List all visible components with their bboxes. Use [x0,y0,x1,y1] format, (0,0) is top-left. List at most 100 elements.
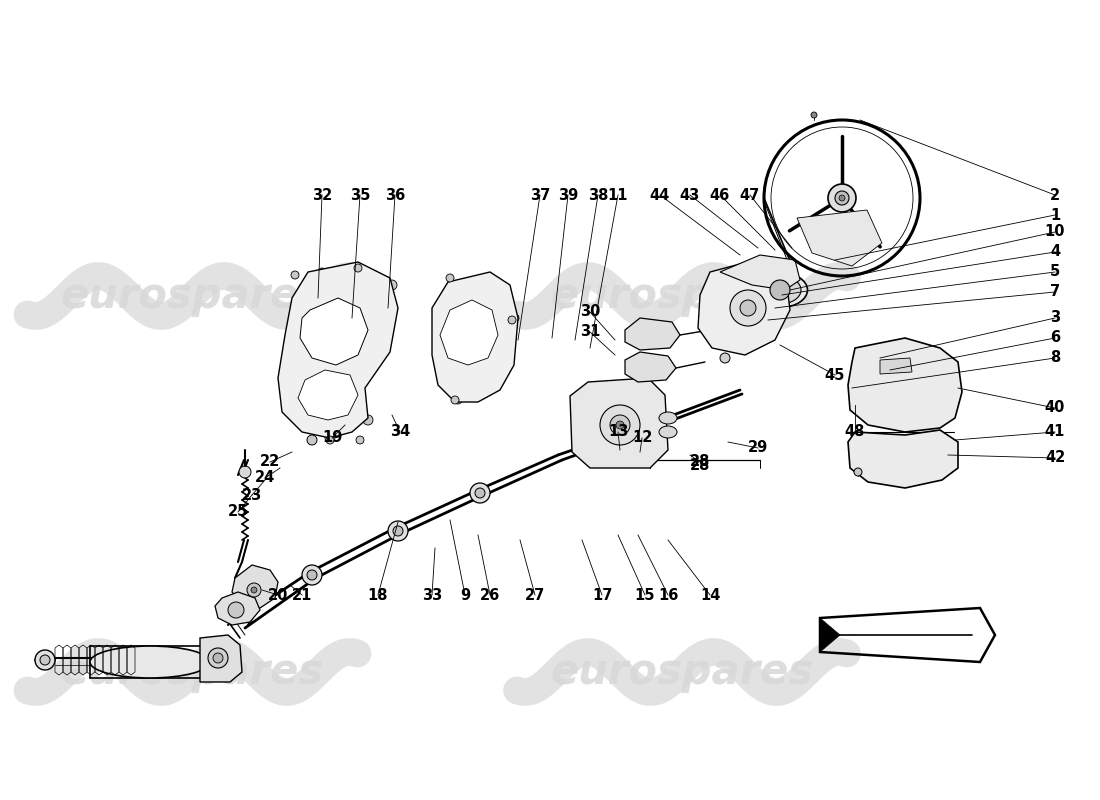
Circle shape [251,587,257,593]
Circle shape [835,191,849,205]
Polygon shape [278,262,398,438]
Circle shape [341,424,349,432]
Polygon shape [880,358,912,374]
Text: 37: 37 [530,187,550,202]
Text: eurospares: eurospares [550,651,814,693]
Circle shape [486,274,494,282]
Text: 34: 34 [389,425,410,439]
Text: 23: 23 [242,487,262,502]
Circle shape [454,396,462,404]
Text: 28: 28 [690,458,711,473]
Text: 31: 31 [580,325,601,339]
Circle shape [610,415,630,435]
Circle shape [208,648,228,668]
Polygon shape [820,618,840,652]
Text: 16: 16 [658,587,679,602]
Text: 24: 24 [255,470,275,486]
Text: 39: 39 [558,187,579,202]
Polygon shape [625,318,680,350]
Circle shape [508,316,516,324]
Circle shape [324,433,336,443]
Text: 41: 41 [1045,425,1065,439]
Text: 32: 32 [312,187,332,202]
Text: 7: 7 [1049,285,1060,299]
Circle shape [730,290,766,326]
Text: 47: 47 [740,187,760,202]
Circle shape [35,650,55,670]
Circle shape [248,583,261,597]
Polygon shape [432,272,518,402]
Ellipse shape [659,412,676,424]
Polygon shape [200,635,242,682]
Text: 8: 8 [1049,350,1060,366]
Text: 3: 3 [1049,310,1060,326]
Circle shape [393,526,403,536]
Text: 48: 48 [845,425,866,439]
Text: 29: 29 [748,441,768,455]
Ellipse shape [90,646,210,678]
Polygon shape [300,298,368,365]
Text: 36: 36 [385,187,405,202]
Text: 13: 13 [608,425,628,439]
Ellipse shape [759,276,801,304]
Circle shape [724,320,736,332]
Circle shape [811,112,817,118]
Text: 4: 4 [1049,245,1060,259]
Polygon shape [440,300,498,365]
Text: 2: 2 [1049,187,1060,202]
Polygon shape [798,210,882,266]
Polygon shape [298,370,358,420]
Text: 11: 11 [607,187,628,202]
Text: 43: 43 [680,187,700,202]
Circle shape [346,419,353,425]
Polygon shape [570,378,668,468]
Text: 22: 22 [260,454,280,470]
Text: 9: 9 [460,587,470,602]
Circle shape [326,436,334,444]
Text: 12: 12 [631,430,652,446]
Text: 20: 20 [267,587,288,602]
Circle shape [839,195,845,201]
Circle shape [740,300,756,316]
Circle shape [292,271,299,279]
Text: 6: 6 [1049,330,1060,346]
Text: 21: 21 [292,587,312,602]
Circle shape [828,184,856,212]
Circle shape [470,483,490,503]
Text: 10: 10 [1045,225,1065,239]
Circle shape [318,268,326,276]
Text: 27: 27 [525,587,546,602]
Circle shape [616,421,624,429]
Text: 44: 44 [650,187,670,202]
Circle shape [353,263,363,273]
Circle shape [600,405,640,445]
Circle shape [239,466,251,478]
Circle shape [720,353,730,363]
Text: eurospares: eurospares [60,651,324,693]
Circle shape [228,602,244,618]
Text: 15: 15 [635,587,656,602]
Text: 38: 38 [587,187,608,202]
Text: 26: 26 [480,587,501,602]
Circle shape [356,436,364,444]
Text: 25: 25 [228,505,249,519]
Text: eurospares: eurospares [60,275,324,317]
Polygon shape [698,260,790,355]
Text: eurospares: eurospares [550,275,814,317]
Text: 19: 19 [322,430,342,446]
Circle shape [307,570,317,580]
Circle shape [387,280,397,290]
Circle shape [854,468,862,476]
Circle shape [307,435,317,445]
Circle shape [40,655,49,665]
Text: 42: 42 [1045,450,1065,466]
Text: 14: 14 [700,587,720,602]
Polygon shape [214,592,260,625]
Text: 30: 30 [580,305,601,319]
Polygon shape [848,430,958,488]
Ellipse shape [752,273,807,307]
Text: 28: 28 [690,454,711,470]
Circle shape [213,653,223,663]
Text: 40: 40 [1045,401,1065,415]
Circle shape [475,488,485,498]
